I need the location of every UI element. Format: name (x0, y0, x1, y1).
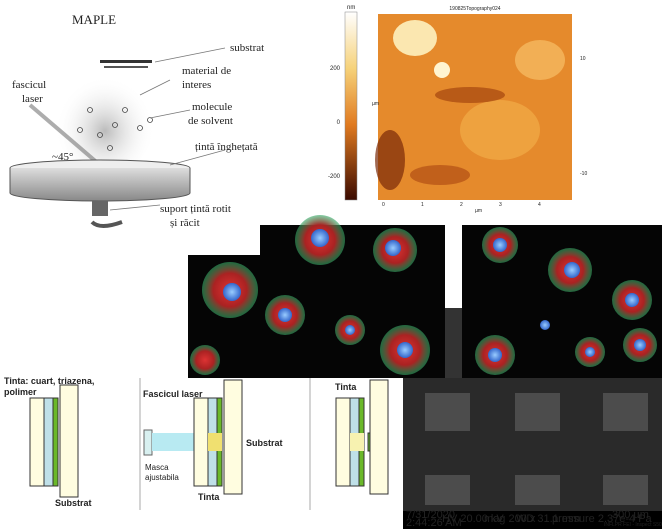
label: și răcit (170, 217, 200, 229)
sem-info: pressure 2.37e-4 Pa (552, 513, 653, 525)
sem-info: HV 20.00 kV (442, 513, 504, 525)
y-unit: µm (372, 101, 379, 107)
tick: -10 (580, 171, 587, 177)
label: polimer (4, 387, 37, 397)
label: Fascicul laser (143, 389, 203, 399)
label: Masca (145, 463, 169, 472)
tick: 3 (499, 202, 502, 208)
sem-image: 7/31/2020 2:44:26 AM HV 20.00 kV mag 200… (403, 378, 662, 529)
label: substrat (230, 42, 264, 54)
label: laser (22, 93, 43, 105)
tick: 0 (382, 202, 385, 208)
tick: -200 (328, 174, 341, 180)
label: Substrat (246, 438, 283, 448)
sem-info: mag 200 x (484, 513, 536, 525)
label: fascicul (12, 79, 46, 91)
sem-info: INFLPR FEI - Inspect S50 (604, 522, 662, 528)
label: țintă înghețată (195, 141, 258, 153)
sem-scale: 300 µm (612, 509, 649, 521)
maple-title: MAPLE (72, 12, 116, 27)
label: Tinta: cuart, triazena, (4, 376, 94, 386)
label: suport țintă rotit (160, 203, 231, 215)
sem-info: 2:44:26 AM (406, 517, 462, 529)
sem-info: 7/31/2020 (406, 509, 455, 521)
tick: 2 (460, 202, 463, 208)
label: ~45° (52, 151, 73, 163)
tick: 200 (330, 66, 341, 72)
label: interes (182, 79, 211, 91)
label: de solvent (188, 115, 233, 127)
tick: 1 (421, 202, 424, 208)
maple-diagram: MAPLE substrat material de interes fasci… (9, 12, 264, 229)
label: Substrat (55, 498, 92, 508)
tick: 10 (580, 56, 586, 62)
sem-info: WD 31.1 mm (516, 513, 580, 525)
label: Tinta (198, 492, 220, 502)
label: molecule (192, 101, 232, 113)
label: Tinta (335, 382, 357, 392)
fluorescence-image (188, 215, 662, 380)
label: material de (182, 65, 231, 77)
afm-title: 190825Topography024 (449, 6, 500, 12)
tick: 0 (337, 120, 341, 126)
afm-image: nm 200 0 -200 190825Topography024 0 1 2 … (328, 5, 587, 214)
tick: 4 (538, 202, 541, 208)
x-unit: µm (475, 208, 482, 214)
colorbar-unit: nm (347, 5, 355, 11)
label: ajustabila (145, 473, 179, 482)
lift-schemes: Tinta: cuart, triazena, polimer Substrat… (4, 376, 389, 510)
